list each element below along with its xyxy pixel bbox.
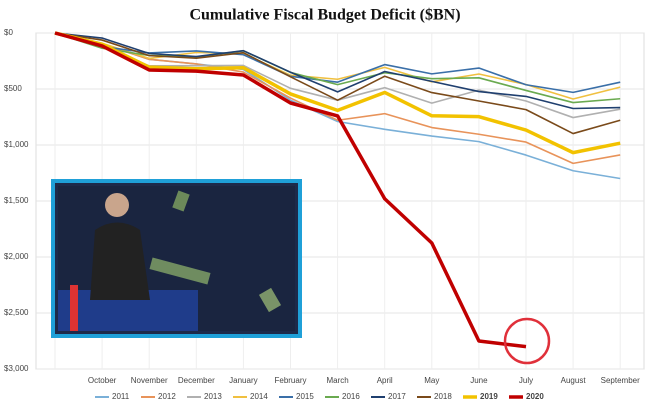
y-tick-label: $2,000 <box>4 252 29 261</box>
series-line <box>54 32 621 110</box>
bills <box>149 257 211 285</box>
x-tick-label: November <box>131 376 168 385</box>
legend-label: 2020 <box>526 392 544 401</box>
y-tick-label: $1,500 <box>4 196 29 205</box>
legend-label: 2014 <box>250 392 268 401</box>
legend-label: 2013 <box>204 392 222 401</box>
bill <box>258 287 282 313</box>
y-tick-label: $3,000 <box>4 364 29 373</box>
x-tick-label: April <box>377 376 393 385</box>
series-line <box>54 32 621 135</box>
legend-label: 2018 <box>434 392 452 401</box>
legend-label: 2017 <box>388 392 406 401</box>
y-tick-label: $1,000 <box>4 140 29 149</box>
bill <box>172 190 190 212</box>
legend-label: 2012 <box>158 392 176 401</box>
y-tick-label: $2,500 <box>4 308 29 317</box>
x-tick-label: July <box>519 376 533 385</box>
legend: 2011 2012 2013 2014 2015 2016 2017 2018 2019 2020 <box>95 392 544 401</box>
legend-label: 2016 <box>342 392 360 401</box>
x-tick-label: February <box>274 376 306 385</box>
x-tick-label: January <box>229 376 257 385</box>
head <box>105 193 129 217</box>
x-tick-label: August <box>561 376 587 385</box>
series-line <box>54 31 621 155</box>
series-line <box>54 32 621 165</box>
x-tick-label: September <box>601 376 640 385</box>
highlight-circle <box>503 317 551 365</box>
x-tick-label: October <box>88 376 117 385</box>
x-tick-label: December <box>178 376 215 385</box>
legend-label: 2015 <box>296 392 314 401</box>
legend-label: 2019 <box>480 392 498 401</box>
y-tick-label: $0 <box>4 28 13 37</box>
body <box>90 222 150 300</box>
chart-title: Cumulative Fiscal Budget Deficit ($BN) <box>189 7 460 24</box>
lines <box>54 31 621 349</box>
y-tick-label: $500 <box>4 84 22 93</box>
legend-label: 2011 <box>112 392 130 401</box>
x-tick-label: May <box>424 376 439 385</box>
flag <box>70 285 78 331</box>
x-tick-label: March <box>326 376 348 385</box>
x-tick-label: June <box>470 376 488 385</box>
series-line <box>54 31 527 349</box>
inset-photo <box>51 179 302 338</box>
